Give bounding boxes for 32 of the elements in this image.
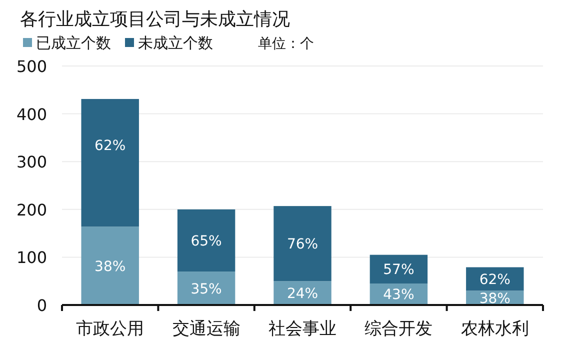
x-tick-label: 市政公用 bbox=[76, 319, 144, 339]
x-tick-label: 综合开发 bbox=[364, 319, 433, 339]
bar bbox=[466, 267, 524, 291]
y-tick-label: 300 bbox=[16, 152, 47, 172]
x-tick-label: 交通运输 bbox=[172, 319, 240, 339]
y-tick-label: 100 bbox=[16, 248, 47, 268]
annotation: 62% bbox=[479, 272, 510, 288]
annotation: 62% bbox=[94, 138, 126, 154]
x-tick-label: 农林水利 bbox=[460, 319, 529, 339]
legend-label: 未成立个数 bbox=[138, 34, 213, 52]
annotation: 35% bbox=[190, 281, 222, 298]
annotation: 65% bbox=[190, 233, 222, 250]
annotation: 38% bbox=[479, 290, 510, 307]
annotation: 38% bbox=[94, 258, 126, 275]
bar bbox=[81, 98, 139, 227]
chart-title: 各行业成立项目公司与未成立情况 bbox=[20, 9, 290, 30]
legend-label: 已成立个数 bbox=[36, 34, 111, 52]
y-tick-label: 0 bbox=[36, 296, 47, 315]
bar bbox=[177, 272, 236, 305]
y-tick-label: 200 bbox=[16, 200, 47, 220]
annotation: 24% bbox=[286, 286, 318, 302]
annotation: 43% bbox=[383, 287, 414, 304]
text: 单位：个 bbox=[258, 36, 314, 52]
bar bbox=[274, 206, 332, 282]
bar bbox=[177, 209, 236, 272]
y-tick-label: 500 bbox=[16, 57, 47, 76]
y-tick-label: 400 bbox=[16, 104, 47, 124]
bar bbox=[81, 226, 139, 305]
bar bbox=[370, 254, 428, 284]
x-tick-label: 社会事业 bbox=[268, 319, 336, 339]
annotation: 57% bbox=[383, 262, 414, 278]
annotation: 76% bbox=[286, 236, 318, 253]
